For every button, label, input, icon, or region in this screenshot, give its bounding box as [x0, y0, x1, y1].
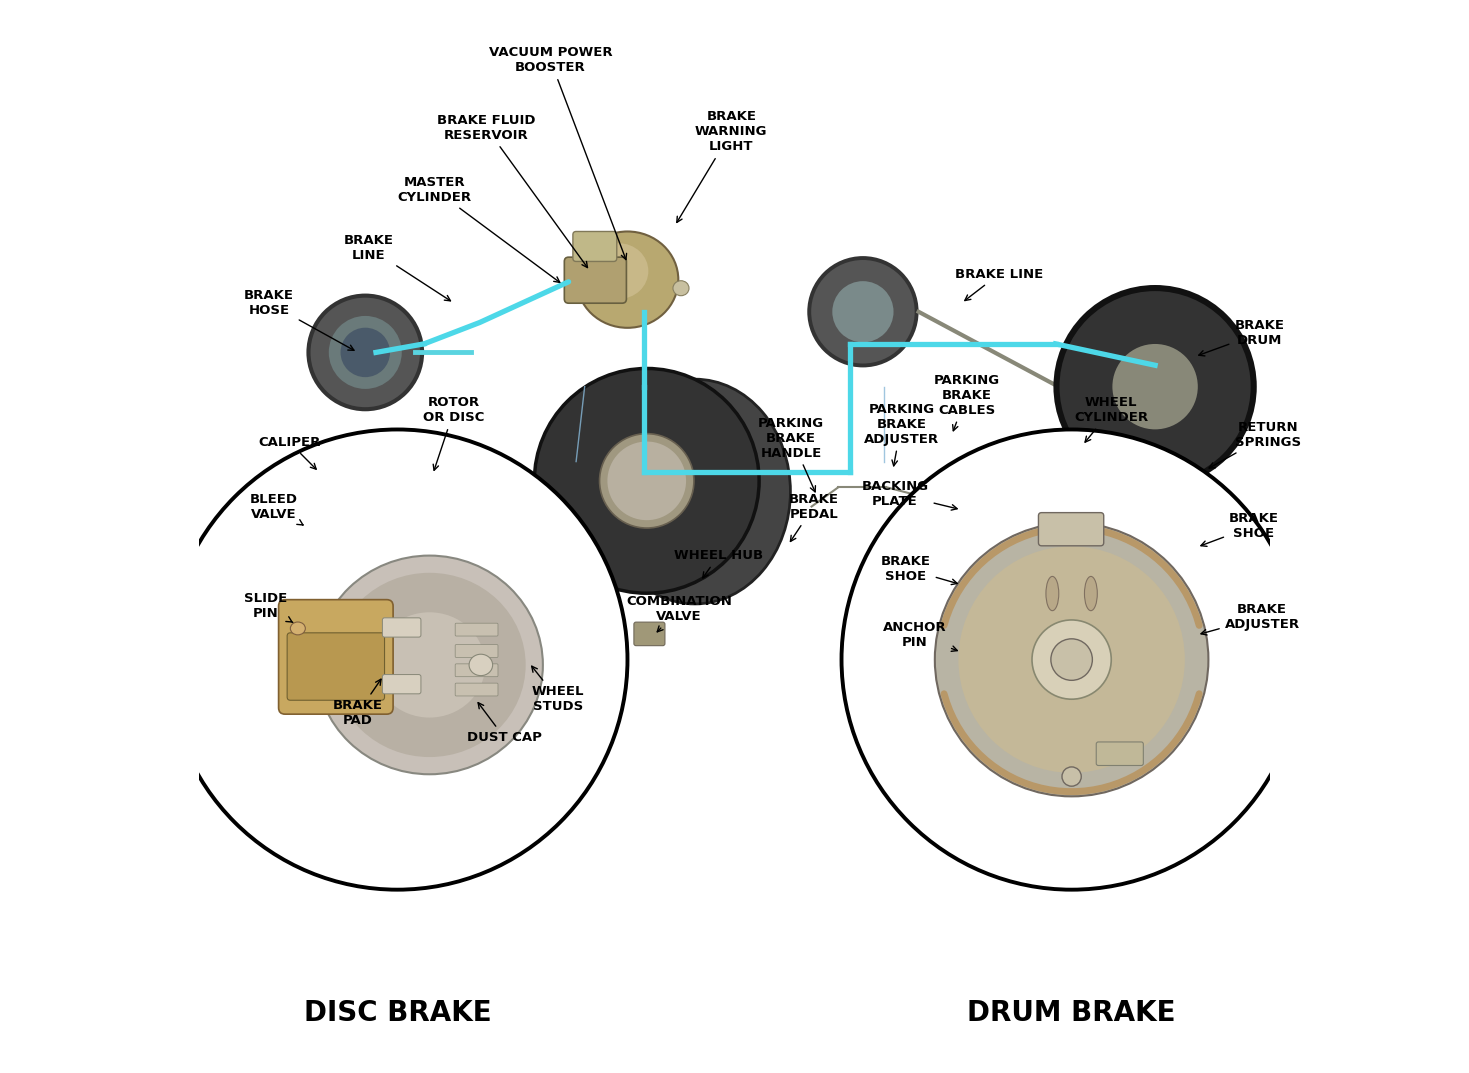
Circle shape	[167, 429, 627, 890]
Circle shape	[842, 429, 1302, 890]
Ellipse shape	[307, 294, 425, 411]
Ellipse shape	[958, 546, 1185, 773]
Text: PARKING
BRAKE
CABLES: PARKING BRAKE CABLES	[934, 373, 1000, 430]
Text: BRAKE
PAD: BRAKE PAD	[333, 679, 383, 727]
Ellipse shape	[316, 556, 544, 775]
FancyBboxPatch shape	[573, 232, 617, 262]
Ellipse shape	[535, 368, 759, 593]
Ellipse shape	[373, 613, 485, 718]
FancyBboxPatch shape	[455, 684, 498, 696]
FancyBboxPatch shape	[1096, 741, 1143, 765]
Ellipse shape	[808, 256, 918, 367]
Ellipse shape	[1033, 620, 1111, 700]
FancyBboxPatch shape	[382, 675, 422, 694]
Ellipse shape	[1059, 291, 1250, 482]
Text: PARKING
BRAKE
HANDLE: PARKING BRAKE HANDLE	[758, 416, 824, 491]
Ellipse shape	[291, 622, 306, 635]
Ellipse shape	[811, 260, 915, 364]
Text: BRAKE
PEDAL: BRAKE PEDAL	[789, 493, 839, 542]
FancyBboxPatch shape	[564, 258, 626, 304]
Ellipse shape	[333, 573, 526, 758]
Text: ANCHOR
PIN: ANCHOR PIN	[883, 621, 958, 651]
Text: WHEEL HUB: WHEEL HUB	[674, 549, 762, 578]
Ellipse shape	[589, 244, 648, 299]
FancyBboxPatch shape	[382, 618, 422, 637]
Ellipse shape	[934, 523, 1209, 796]
Ellipse shape	[577, 232, 679, 328]
Ellipse shape	[401, 638, 458, 691]
Ellipse shape	[673, 281, 689, 296]
Ellipse shape	[469, 655, 492, 676]
Text: RETURN
SPRINGS: RETURN SPRINGS	[1209, 421, 1302, 468]
Text: BLEED
VALVE: BLEED VALVE	[250, 493, 303, 525]
Text: BRAKE
DRUM: BRAKE DRUM	[1199, 319, 1284, 356]
Text: WHEEL
STUDS: WHEEL STUDS	[532, 666, 585, 714]
Ellipse shape	[341, 327, 389, 377]
Ellipse shape	[1050, 638, 1093, 680]
Text: DISC BRAKE: DISC BRAKE	[304, 999, 491, 1027]
FancyBboxPatch shape	[1039, 513, 1103, 546]
Ellipse shape	[1062, 767, 1081, 787]
Text: CALIPER: CALIPER	[259, 436, 320, 469]
Text: PARKING
BRAKE
ADJUSTER: PARKING BRAKE ADJUSTER	[864, 402, 939, 466]
Text: BRAKE
WARNING
LIGHT: BRAKE WARNING LIGHT	[677, 111, 767, 222]
Ellipse shape	[1112, 344, 1197, 429]
Text: BACKING
PLATE: BACKING PLATE	[861, 480, 958, 510]
Text: DRUM BRAKE: DRUM BRAKE	[968, 999, 1175, 1027]
Text: BRAKE LINE: BRAKE LINE	[955, 268, 1043, 300]
Ellipse shape	[1084, 576, 1097, 611]
Text: WHEEL
CYLINDER: WHEEL CYLINDER	[1074, 396, 1149, 442]
Text: BRAKE FLUID
RESERVOIR: BRAKE FLUID RESERVOIR	[436, 114, 588, 267]
Text: BRAKE
SHOE: BRAKE SHOE	[881, 555, 958, 585]
FancyBboxPatch shape	[455, 664, 498, 677]
FancyBboxPatch shape	[286, 633, 385, 701]
Text: DUST CAP: DUST CAP	[467, 703, 542, 745]
Text: BRAKE
LINE: BRAKE LINE	[344, 234, 451, 300]
FancyBboxPatch shape	[455, 623, 498, 636]
Text: BRAKE
SHOE: BRAKE SHOE	[1200, 512, 1279, 546]
Text: MASTER
CYLINDER: MASTER CYLINDER	[398, 176, 560, 282]
Text: BRAKE
HOSE: BRAKE HOSE	[244, 290, 354, 350]
Text: VACUUM POWER
BOOSTER: VACUUM POWER BOOSTER	[489, 46, 627, 260]
FancyBboxPatch shape	[635, 622, 665, 646]
Ellipse shape	[599, 433, 693, 528]
FancyBboxPatch shape	[279, 600, 394, 715]
Text: SLIDE
PIN: SLIDE PIN	[244, 592, 292, 622]
Ellipse shape	[310, 297, 420, 407]
Ellipse shape	[1053, 285, 1257, 488]
Ellipse shape	[833, 281, 893, 342]
Text: BRAKE
ADJUSTER: BRAKE ADJUSTER	[1202, 603, 1300, 635]
Ellipse shape	[599, 379, 790, 604]
Ellipse shape	[1046, 576, 1059, 611]
Text: ROTOR
OR DISC: ROTOR OR DISC	[423, 396, 485, 470]
Text: COMBINATION
VALVE: COMBINATION VALVE	[626, 596, 732, 632]
Ellipse shape	[607, 441, 686, 520]
Ellipse shape	[329, 315, 401, 388]
FancyBboxPatch shape	[455, 645, 498, 658]
